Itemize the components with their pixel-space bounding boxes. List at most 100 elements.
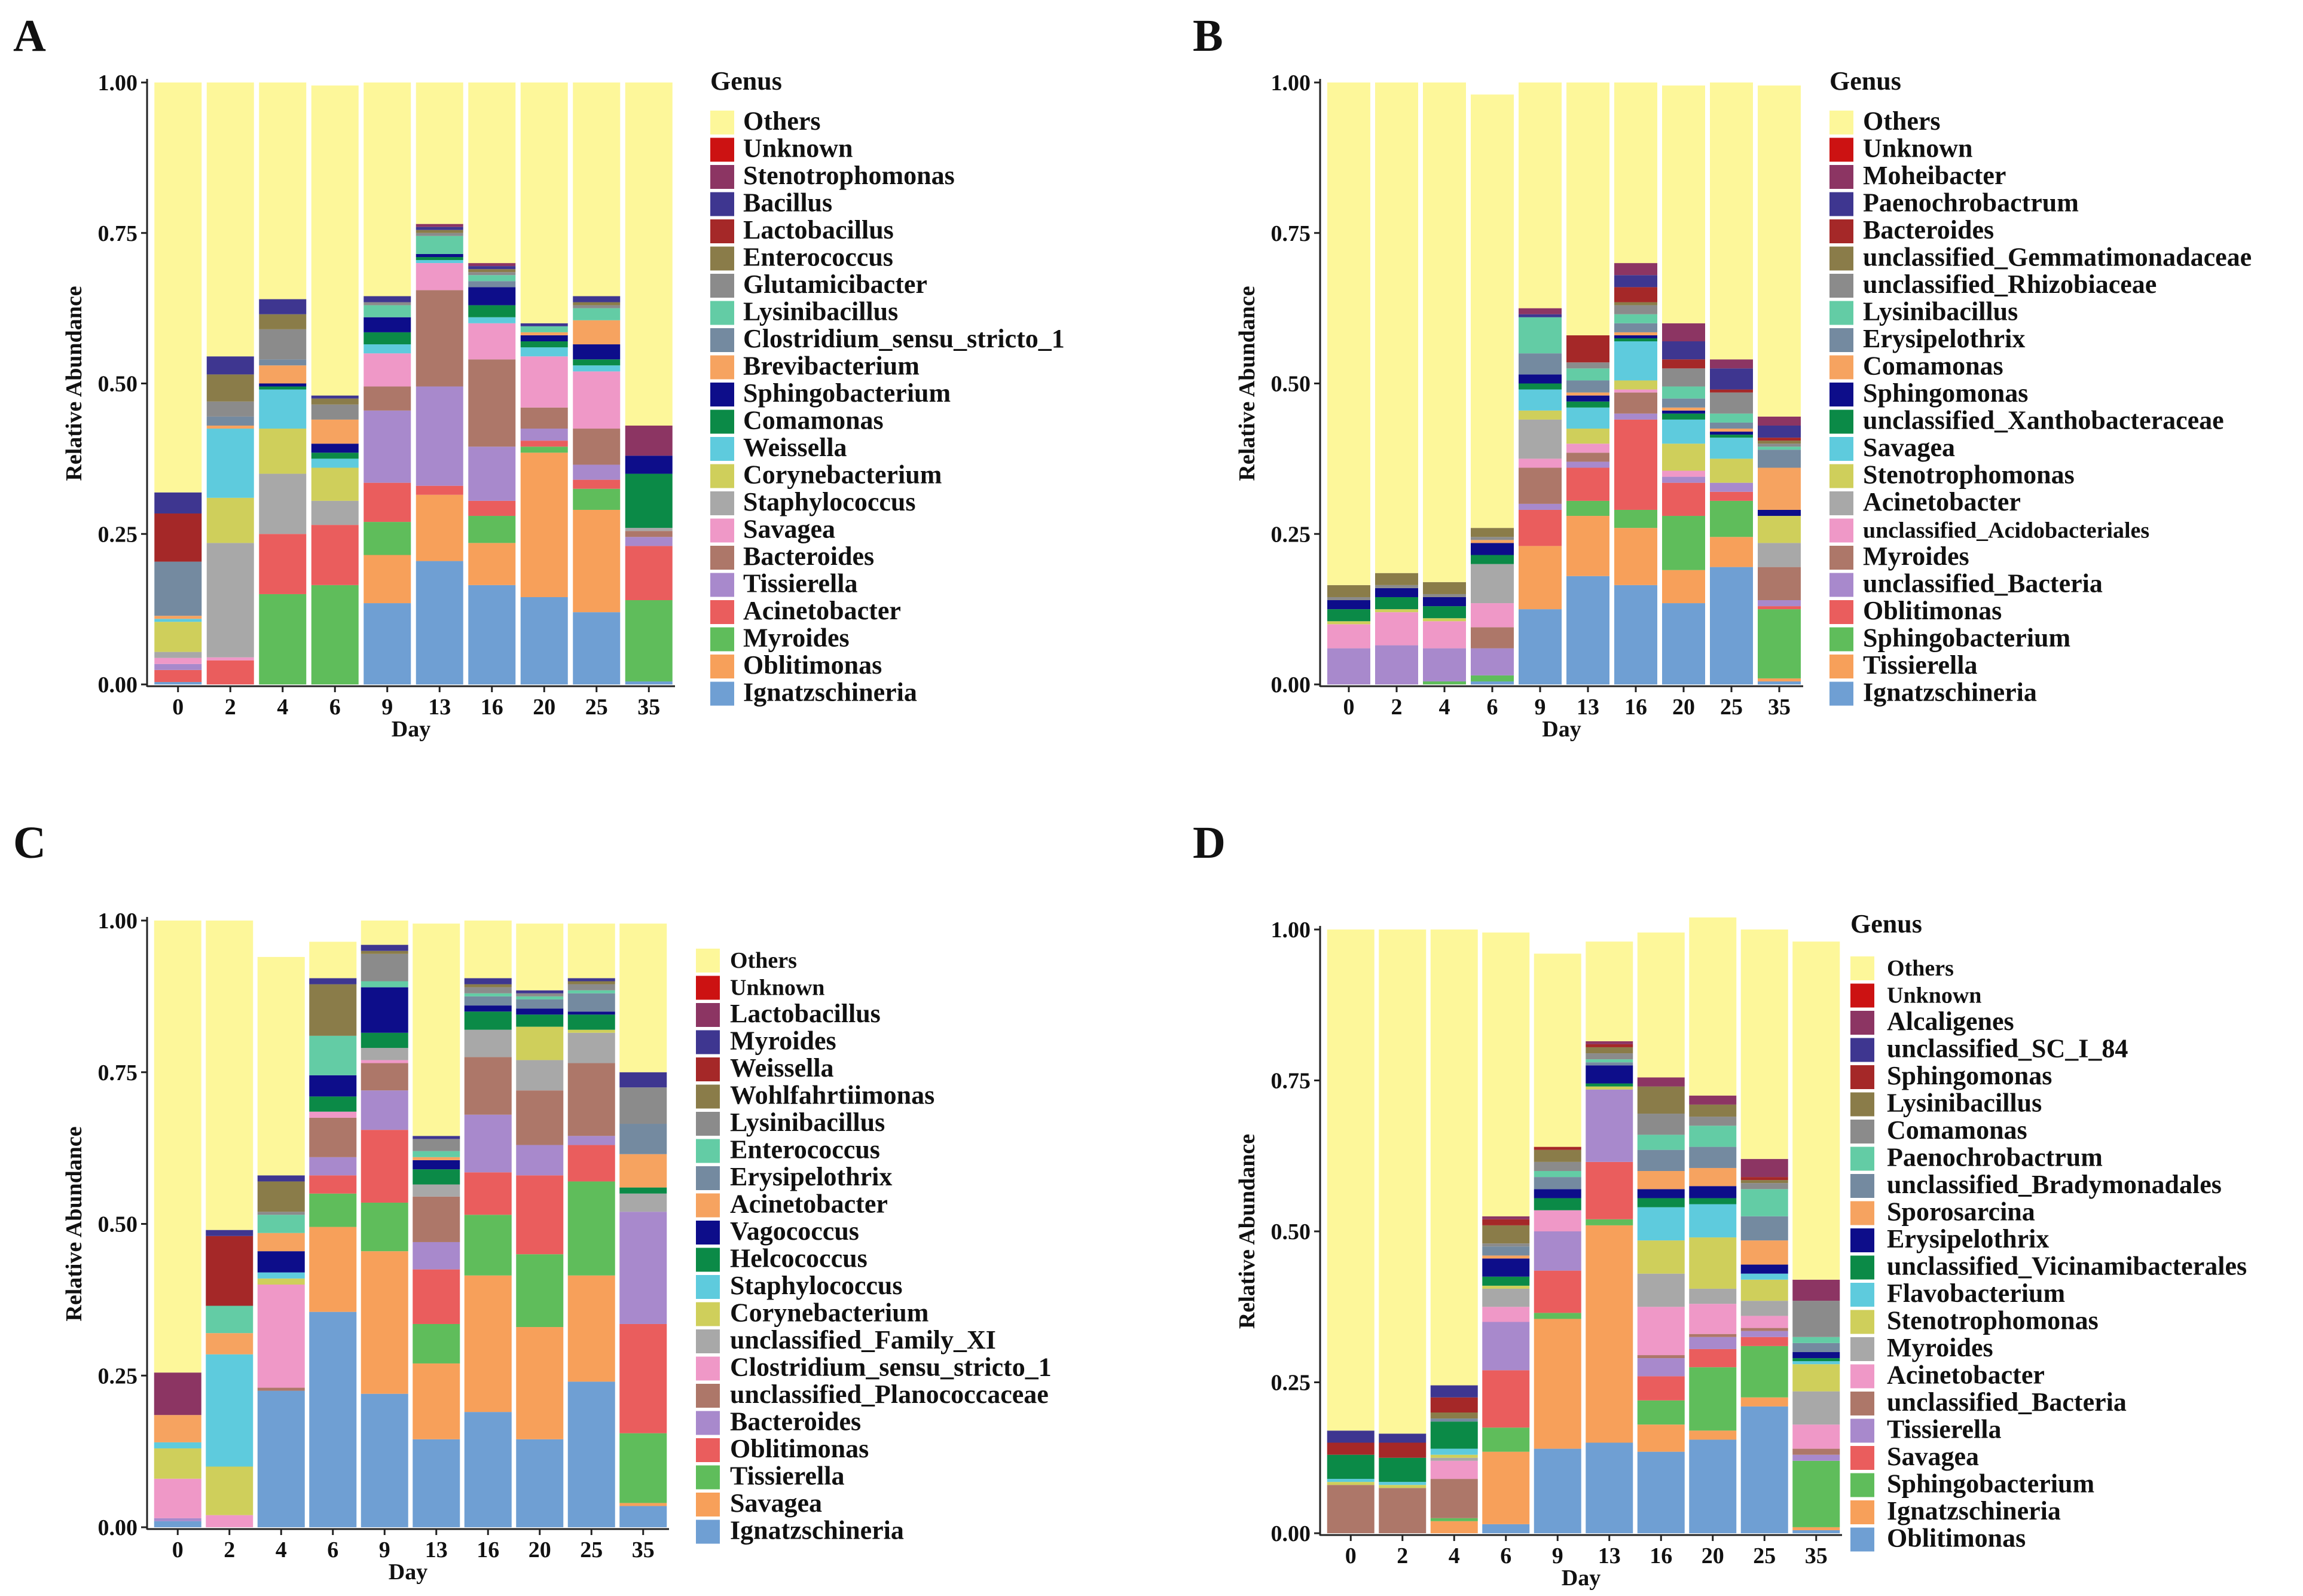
bar-segment-lysinibacillus-day-13: [416, 236, 463, 254]
bar-segment-erysipelothrix-day-20: [516, 999, 564, 1009]
bar-segment-staphylococcus-day-6: [311, 500, 359, 525]
bar-segment-unclassified-bacteria-day-25: [1710, 482, 1753, 492]
legend-label-corynebacterium: Corynebacterium: [730, 1298, 928, 1328]
bar-segment-unclassified-vicinamibacterales-day-0: [1327, 1454, 1375, 1479]
legend-label-brevibacterium: Brevibacterium: [743, 351, 920, 381]
legend-b: Genus OthersUnknownMoheibacterPaenochroba…: [1829, 66, 2252, 707]
bar-segment-weissella-day-16: [468, 317, 516, 323]
bar-segment-sporosarcina-day-25: [1740, 1240, 1788, 1265]
legend-swatch-ignatzschineria: [710, 681, 734, 706]
x-axis-title-d: Day: [1562, 1566, 1601, 1591]
bar-segment-lactobacillus-day-0: [154, 1372, 201, 1415]
bar-segment-sphingomonas-day-4: [1430, 1397, 1478, 1412]
legend-swatch-sphingomonas: [1850, 1065, 1874, 1089]
legend-swatch-sporosarcina: [1850, 1201, 1874, 1225]
bar-segment-corynebacterium-day-2: [206, 1466, 253, 1515]
legend-swatch-lactobacillus: [710, 219, 734, 243]
bar-segment-sphingomonas-day-25: [1740, 1177, 1788, 1181]
bar-segment-erysipelothrix-day-35: [1758, 450, 1801, 468]
bar-segment-lysinibacillus-day-25: [1710, 413, 1753, 423]
legend-swatch-tissierella: [1850, 1418, 1874, 1443]
bar-segment-unclassified-bacteria-day-25: [1740, 1328, 1788, 1331]
bar-segment-bacteroides-day-35: [1758, 438, 1801, 441]
bar-segment-others-day-6: [1482, 932, 1530, 1216]
bar-segment-corynebacterium-day-20: [516, 1026, 564, 1060]
x-tick-label: 16: [1650, 1543, 1672, 1569]
legend-label-staphylococcus: Staphylococcus: [743, 487, 915, 516]
legend-label-unclassified-gemmatimonadaceae: unclassified_Gemmatimonadaceae: [1863, 243, 2252, 272]
bar-segment-savagea-day-25: [1740, 1337, 1788, 1346]
bar-segment-others-day-25: [567, 924, 615, 979]
bar-segment-bacillus-day-2: [206, 356, 254, 375]
bar-segment-savagea-day-13: [413, 1363, 460, 1439]
bar-segment-acinetobacter-day-20: [1689, 1304, 1737, 1334]
bar-segment-oblitimonas-day-16: [464, 1172, 512, 1215]
legend-swatch-acinetobacter: [696, 1193, 720, 1218]
bar-segment-comamonas-day-16: [1614, 332, 1657, 335]
legend-label-myroides: Myroides: [743, 623, 850, 653]
legend-label-others: Others: [730, 948, 797, 973]
bar-segment-moheibacter-day-16: [1614, 263, 1657, 276]
legend-label-ignatzschineria: Ignatzschineria: [743, 678, 917, 707]
bar-segment-others-day-0: [154, 921, 201, 1373]
bar-segment-oblitimonas-day-20: [520, 452, 568, 597]
bar-segment-weissella-day-20: [520, 347, 568, 357]
bar-segment-lysinibacillus-day-25: [567, 984, 615, 990]
bar-segment-comamonas-day-6: [1471, 540, 1514, 543]
legend-label-tissierella: Tissierella: [1887, 1415, 2002, 1444]
bar-segment-erysipelothrix-day-6: [1482, 1258, 1530, 1277]
bar-segment-weissella-day-13: [416, 260, 463, 264]
bar-segment-erysipelothrix-day-35: [1792, 1352, 1840, 1359]
legend-label-unclassified-acidobacteriales: unclassified_Acidobacteriales: [1863, 518, 2149, 543]
bar-segment-sphingomonas-day-0: [1327, 1442, 1375, 1455]
bar-segment-sphingobacterium-day-4: [1430, 1518, 1478, 1521]
legend-swatch-lysinibacillus: [1850, 1092, 1874, 1117]
bar-segment-acinetobacter-day-6: [1482, 1307, 1530, 1322]
legend-label-oblitimonas: Oblitimonas: [1863, 596, 2002, 625]
bars-c: [154, 921, 667, 1527]
bar-segment-others-day-13: [1566, 82, 1609, 335]
bar-segment-weissella-day-2: [206, 1236, 253, 1306]
bar-segment-enterococcus-day-4: [259, 314, 307, 329]
bar-segment-sphingomonas-day-9: [1534, 1146, 1581, 1150]
legend-label-ignatzschineria: Ignatzschineria: [730, 1516, 904, 1545]
bar-segment-bacteroides-day-25: [573, 429, 621, 465]
x-tick-label: 25: [1720, 695, 1743, 720]
bar-segment-unclassified-bradymonadales-day-4: [1430, 1418, 1478, 1422]
bar-segment-sphingomonas-day-13: [1586, 1044, 1633, 1047]
bar-segment-flavobacterium-day-16: [1637, 1207, 1685, 1241]
bar-segment-unclassified-vicinamibacterales-day-6: [1482, 1276, 1530, 1286]
bar-segment-savagea-day-6: [309, 1227, 357, 1312]
panel-letter-a: A: [13, 11, 46, 61]
bar-segment-sphingomonas-day-16: [1614, 335, 1657, 338]
panel-c: C 0.00 0.25 0.50 0.75 1.00 0 2 4 6 9 13 16 20 25 35 Day R…: [13, 818, 1052, 1585]
y-tick-label: 1.00: [98, 909, 138, 934]
bar-segment-ignatzschineria-day-20: [1662, 603, 1705, 684]
bar-segment-sphingomonas-day-6: [1482, 1219, 1530, 1225]
x-tick-label: 6: [1487, 695, 1498, 720]
legend-label-lactobacillus: Lactobacillus: [743, 215, 894, 244]
bar-segment-tissierella-day-20: [520, 429, 568, 441]
legend-swatch-erysipelothrix: [696, 1166, 720, 1190]
bar-segment-ignatzschineria-day-35: [1758, 681, 1801, 684]
legend-swatch-unclassified-acidobacteriales: [1829, 518, 1853, 543]
bar-segment-sphingobacterium-day-25: [1740, 1346, 1788, 1398]
legend-label-weissella: Weissella: [730, 1053, 834, 1083]
bar-segment-bacillus-day-9: [364, 296, 411, 302]
bar-segment-unclassified-vicinamibacterales-day-9: [1534, 1198, 1581, 1210]
bar-segment-bacteroides-day-35: [619, 1212, 667, 1324]
bar-segment-bacteroides-day-9: [364, 386, 411, 411]
legend-label-oblitimonas: Oblitimonas: [730, 1434, 869, 1463]
bar-segment-brevibacterium-day-6: [311, 419, 359, 444]
bar-segment-unclassified-bradymonadales-day-9: [1534, 1177, 1581, 1190]
legend-swatch-stenotrophomonas: [1850, 1310, 1874, 1334]
bar-segment-bacteroides-day-13: [413, 1242, 460, 1270]
bar-segment-sporosarcina-day-6: [1482, 1255, 1530, 1259]
bar-segment-tissierella-day-9: [361, 1202, 408, 1252]
x-tick-label: 2: [1391, 695, 1403, 720]
legend-swatch-oblitimonas: [696, 1438, 720, 1462]
legend-label-sporosarcina: Sporosarcina: [1887, 1197, 2035, 1227]
bar-segment-savagea-day-20: [1662, 419, 1705, 444]
panel-letter-b: B: [1193, 11, 1223, 61]
legend-swatch-alcaligenes: [1850, 1011, 1874, 1035]
